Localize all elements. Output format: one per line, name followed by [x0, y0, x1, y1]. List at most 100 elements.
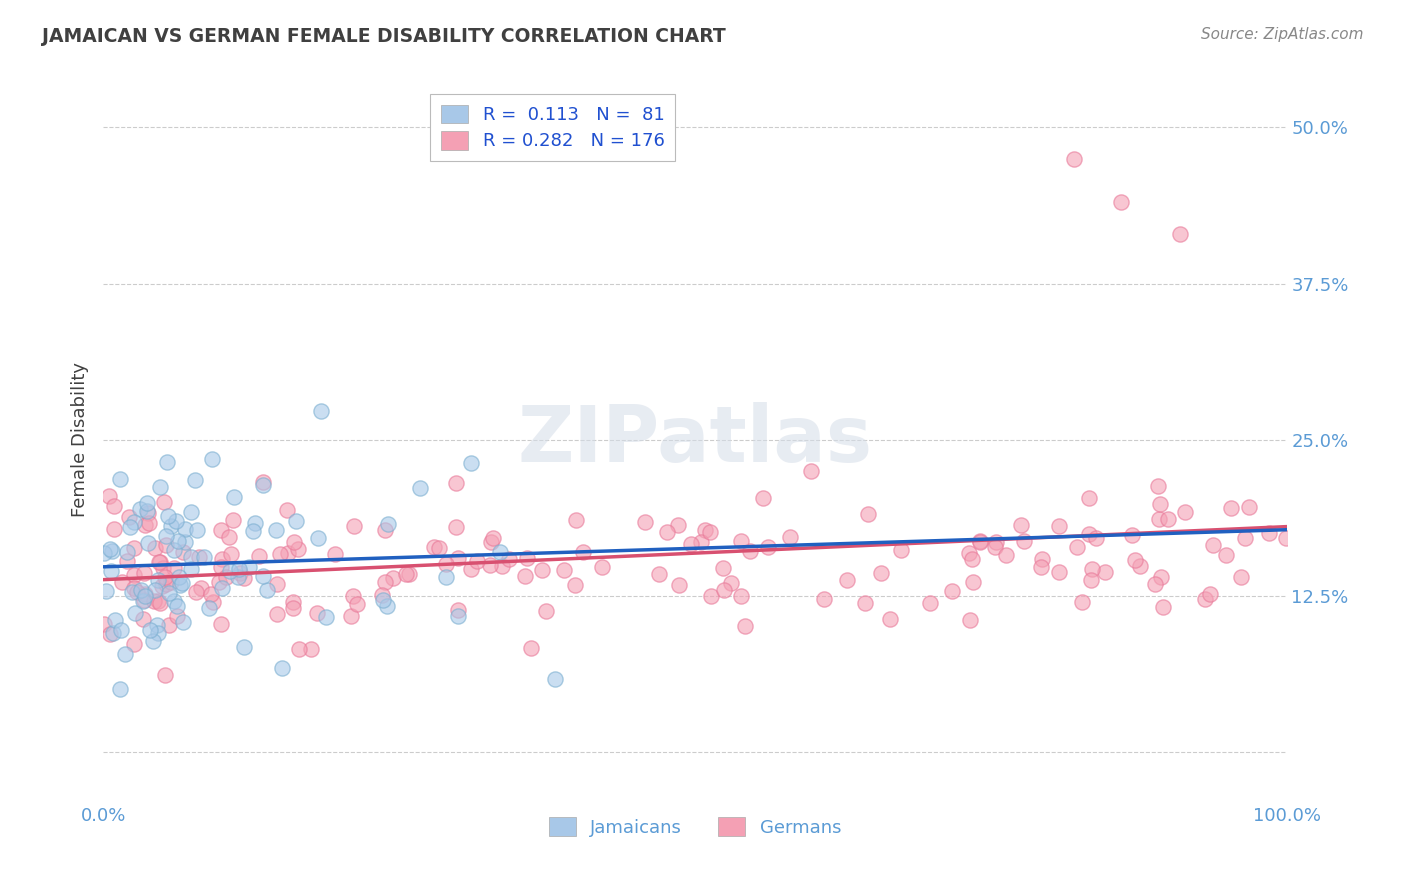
Point [1010, 518, 1032, 533]
Point [174, 534, 197, 549]
Point [427, 541, 450, 555]
Text: ZIPatlas: ZIPatlas [517, 402, 872, 478]
Point [252, 478, 274, 492]
Point [129, 501, 152, 516]
Point [1080, 574, 1102, 588]
Point [157, 586, 180, 600]
Point [1077, 491, 1099, 505]
Point [266, 577, 288, 591]
Point [813, 592, 835, 607]
Point [287, 542, 309, 557]
Point [1077, 527, 1099, 541]
Point [879, 612, 901, 626]
Text: JAMAICAN VS GERMAN FEMALE DISABILITY CORRELATION CHART: JAMAICAN VS GERMAN FEMALE DISABILITY COR… [42, 27, 725, 45]
Point [135, 496, 157, 510]
Point [229, 566, 252, 581]
Point [143, 541, 166, 555]
Point [232, 571, 254, 585]
Point [699, 524, 721, 539]
Point [281, 595, 304, 609]
Point [124, 636, 146, 650]
Point [374, 524, 396, 538]
Point [188, 550, 211, 565]
Point [395, 567, 418, 582]
Point [149, 480, 172, 494]
Point [132, 612, 155, 626]
Point [252, 475, 274, 489]
Point [134, 518, 156, 533]
Point [371, 588, 394, 602]
Point [342, 589, 364, 603]
Point [315, 610, 337, 624]
Point [447, 602, 470, 616]
Point [1258, 526, 1281, 541]
Point [1230, 570, 1253, 584]
Point [157, 618, 180, 632]
Point [242, 524, 264, 538]
Point [423, 540, 446, 554]
Point [277, 546, 299, 560]
Point [308, 531, 330, 545]
Point [183, 473, 205, 487]
Point [870, 566, 893, 580]
Point [1123, 553, 1146, 567]
Point [172, 544, 194, 558]
Point [689, 534, 711, 549]
Point [571, 544, 593, 558]
Point [1237, 500, 1260, 515]
Point [172, 615, 194, 629]
Point [201, 451, 224, 466]
Point [98, 489, 121, 503]
Point [134, 587, 156, 601]
Point [447, 550, 470, 565]
Point [114, 647, 136, 661]
Point [969, 533, 991, 548]
Point [534, 604, 557, 618]
Point [155, 529, 177, 543]
Point [252, 569, 274, 583]
Point [1168, 227, 1191, 241]
Point [94, 584, 117, 599]
Point [120, 520, 142, 534]
Point [374, 574, 396, 589]
Point [1031, 559, 1053, 574]
Point [163, 594, 186, 608]
Point [434, 558, 457, 572]
Point [166, 533, 188, 548]
Point [734, 619, 756, 633]
Point [1012, 533, 1035, 548]
Point [346, 597, 368, 611]
Point [266, 607, 288, 621]
Point [751, 491, 773, 505]
Point [169, 578, 191, 592]
Point [564, 578, 586, 592]
Point [444, 476, 467, 491]
Point [738, 544, 761, 558]
Point [122, 568, 145, 582]
Point [256, 583, 278, 598]
Point [648, 567, 671, 582]
Point [800, 464, 823, 478]
Point [373, 592, 395, 607]
Point [247, 549, 270, 563]
Point [283, 535, 305, 549]
Point [398, 567, 420, 582]
Point [186, 585, 208, 599]
Point [553, 563, 575, 577]
Point [531, 563, 554, 577]
Point [180, 505, 202, 519]
Point [186, 523, 208, 537]
Point [155, 538, 177, 552]
Point [122, 515, 145, 529]
Point [98, 542, 121, 557]
Point [1047, 519, 1070, 533]
Point [157, 509, 180, 524]
Point [481, 532, 503, 546]
Point [1047, 565, 1070, 579]
Point [215, 569, 238, 583]
Point [108, 472, 131, 486]
Point [1121, 527, 1143, 541]
Point [969, 535, 991, 549]
Point [565, 513, 588, 527]
Point [1084, 531, 1107, 545]
